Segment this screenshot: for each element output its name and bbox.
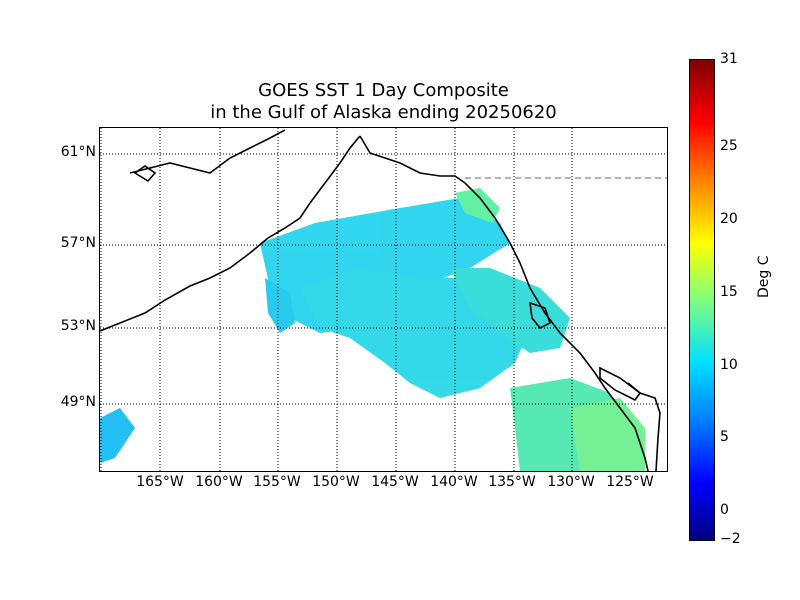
lon-label-160w: 160°W bbox=[195, 474, 243, 490]
lon-label-165w: 165°W bbox=[136, 474, 184, 490]
lat-label-57n: 57°N bbox=[60, 235, 96, 251]
colorbar-tick-31: 31 bbox=[720, 51, 738, 67]
sst-map bbox=[99, 127, 668, 472]
colorbar bbox=[689, 59, 715, 541]
colorbar-tick-10: 10 bbox=[720, 357, 738, 373]
lon-label-145w: 145°W bbox=[371, 474, 419, 490]
sst-coverage bbox=[100, 188, 645, 471]
lat-label-53n: 53°N bbox=[60, 318, 96, 334]
colorbar-tick-15: 15 bbox=[720, 284, 738, 300]
lon-label-130w: 130°W bbox=[547, 474, 595, 490]
colorbar-tick-neg2: −2 bbox=[720, 531, 741, 547]
sst-patch-ne-warm bbox=[455, 188, 500, 223]
graticule bbox=[100, 128, 667, 471]
coast-island1 bbox=[133, 165, 157, 183]
sst-patch-east bbox=[450, 268, 570, 353]
lat-label-61n: 61°N bbox=[60, 144, 96, 160]
chart-title-line2: in the Gulf of Alaska ending 20250620 bbox=[210, 102, 557, 123]
colorbar-tick-25: 25 bbox=[720, 138, 738, 154]
lon-label-150w: 150°W bbox=[312, 474, 360, 490]
colorbar-tick-20: 20 bbox=[720, 211, 738, 227]
colorbar-tick-0: 0 bbox=[720, 502, 729, 518]
coast-southeast bbox=[464, 182, 649, 471]
coast-south-central bbox=[359, 135, 466, 184]
lon-label-140w: 140°W bbox=[430, 474, 478, 490]
sst-patch-west bbox=[265, 278, 295, 333]
colorbar-tick-5: 5 bbox=[720, 429, 729, 445]
chart-title-line1: GOES SST 1 Day Composite bbox=[258, 80, 509, 101]
sst-map-canvas bbox=[100, 128, 667, 471]
coastline bbox=[100, 129, 661, 471]
coast-alaska-peninsula bbox=[100, 135, 361, 332]
lon-label-155w: 155°W bbox=[253, 474, 301, 490]
coast-vancouver bbox=[599, 366, 642, 402]
lat-label-49n: 49°N bbox=[60, 394, 96, 410]
lon-label-125w: 125°W bbox=[606, 474, 654, 490]
colorbar-label: Deg C bbox=[756, 255, 772, 298]
coast-north bbox=[129, 129, 286, 174]
sst-patch-sw bbox=[100, 408, 135, 463]
sst-patch-south-warm bbox=[570, 398, 645, 471]
lon-label-135w: 135°W bbox=[488, 474, 536, 490]
coast-island2 bbox=[529, 301, 551, 330]
